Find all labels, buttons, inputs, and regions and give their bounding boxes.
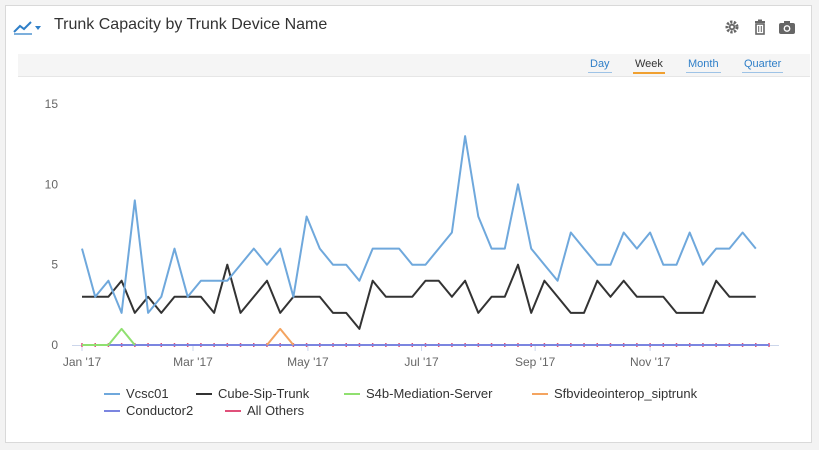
range-week-button[interactable]: Week <box>633 58 665 74</box>
legend-item[interactable]: Sfbvideointerop_siptrunk <box>532 386 698 401</box>
series-line-sfbvideointerop-siptrunk <box>266 327 295 346</box>
settings-button[interactable] <box>723 18 741 36</box>
legend-item[interactable]: Conductor2 <box>104 403 193 418</box>
chart-type-dropdown[interactable] <box>12 18 42 36</box>
legend-label: S4b-Mediation-Server <box>366 386 493 401</box>
camera-icon <box>779 21 795 34</box>
legend-label: Cube-Sip-Trunk <box>218 386 310 401</box>
series-line-s4b-mediation-server <box>82 327 136 346</box>
gear-icon <box>725 20 739 34</box>
y-tick-label: 10 <box>45 177 59 191</box>
chart-axes: 0 5 10 15 Jan '17 Mar '17 May '17 Jul '17 Sep '1… <box>45 97 779 369</box>
range-quarter-button[interactable]: Quarter <box>742 58 784 73</box>
legend-label: Sfbvideointerop_siptrunk <box>554 386 698 401</box>
panel-header: Trunk Capacity by Trunk Device Name <box>6 6 811 46</box>
range-day-button[interactable]: Day <box>588 58 612 73</box>
legend-item[interactable]: Cube-Sip-Trunk <box>196 386 310 401</box>
series-line-cube-sip-trunk <box>82 263 756 330</box>
y-tick-label: 15 <box>45 97 59 111</box>
x-tick-label: Nov '17 <box>630 355 671 369</box>
chart-series <box>81 135 770 347</box>
x-tick-label: Sep '17 <box>515 355 556 369</box>
chart-title: Trunk Capacity by Trunk Device Name <box>54 16 328 33</box>
x-tick-label: Mar '17 <box>173 355 213 369</box>
legend-label: All Others <box>247 403 305 418</box>
legend-label: Vcsc01 <box>126 386 169 401</box>
line-chart-icon <box>13 21 41 35</box>
range-month-button[interactable]: Month <box>686 58 721 73</box>
chevron-down-icon <box>35 26 41 30</box>
x-tick-label: May '17 <box>287 355 329 369</box>
delete-button[interactable] <box>751 18 769 36</box>
trash-icon <box>755 19 765 35</box>
chart-legend: Vcsc01 Cube-Sip-Trunk S4b-Mediation-Server… <box>104 386 698 418</box>
time-range-bar: Day Week Month Quarter <box>18 54 810 77</box>
legend-label: Conductor2 <box>126 403 193 418</box>
legend-item[interactable]: S4b-Mediation-Server <box>344 386 493 401</box>
series-line-vcsc01 <box>81 135 757 314</box>
legend-item[interactable]: All Others <box>225 403 305 418</box>
snapshot-button[interactable] <box>778 18 796 36</box>
y-tick-label: 0 <box>51 338 58 352</box>
legend-item[interactable]: Vcsc01 <box>104 386 169 401</box>
x-tick-label: Jul '17 <box>404 355 439 369</box>
y-tick-label: 5 <box>51 258 58 272</box>
chart-panel: Trunk Capacity by Trunk Device Name <box>5 5 812 443</box>
x-tick-label: Jan '17 <box>63 355 102 369</box>
